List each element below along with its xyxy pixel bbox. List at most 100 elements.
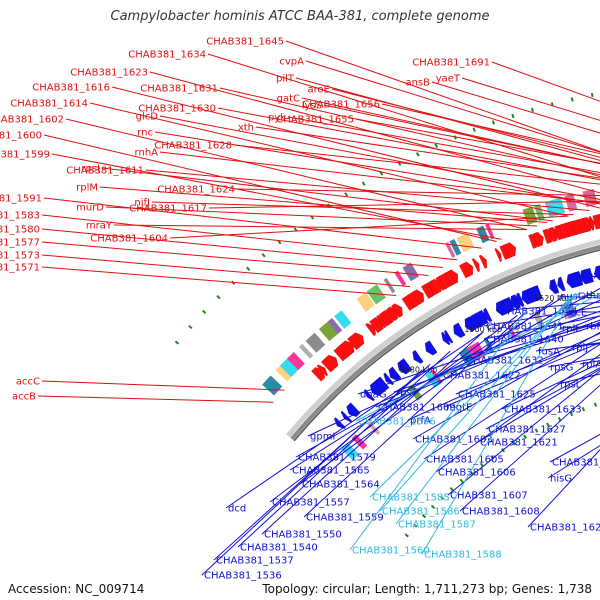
forward-gene-arrow bbox=[448, 269, 458, 284]
forward_labels-text: rplM bbox=[76, 183, 98, 194]
forward_labels-leader-line bbox=[255, 126, 600, 179]
forward_labels-leader-line bbox=[461, 77, 600, 121]
reverse_labels-text: CHAB381_1641 bbox=[486, 322, 564, 333]
forward_labels-leader-line bbox=[219, 87, 600, 176]
forward_labels-text: glcD bbox=[136, 112, 159, 123]
cog-feature-block bbox=[318, 321, 339, 342]
rna_labels-text: CHAB381_1587 bbox=[398, 520, 476, 531]
reverse_labels-group: CHAB381_1654CHAB381_1641CHAB381_1640CHAB… bbox=[201, 271, 600, 582]
forward-gene-arrow bbox=[411, 289, 424, 305]
forward_labels-text: CHAB381_1630 bbox=[138, 104, 216, 115]
cog-feature-block bbox=[402, 262, 420, 282]
cog-feature-block-inner bbox=[351, 434, 368, 450]
reverse_labels-leader-line bbox=[485, 367, 600, 430]
reverse-gene-arrow bbox=[375, 376, 390, 392]
reverse_labels-text: hisG bbox=[550, 474, 572, 485]
forward_labels-text: rnhA bbox=[135, 148, 159, 159]
reverse_labels-text: thrB bbox=[586, 291, 600, 302]
reverse_labels-text: CHAB381_1559 bbox=[306, 513, 384, 524]
forward_labels-leader-line bbox=[154, 131, 600, 205]
forward-gene-arrow bbox=[352, 332, 365, 346]
forward_labels-text: accC bbox=[16, 377, 40, 388]
tick-dot bbox=[511, 113, 515, 119]
backbone-group bbox=[286, 239, 600, 442]
forward_labels-text: CHAB381_1655 bbox=[276, 115, 354, 126]
reverse_labels-text: CHAB381_1633 bbox=[504, 405, 582, 416]
reverse_labels-text: dcd bbox=[228, 504, 246, 515]
forward_labels-leader-line bbox=[43, 197, 482, 249]
forward_labels-text: CHAB381_1624 bbox=[157, 185, 235, 196]
reverse-gene-arrow bbox=[453, 322, 466, 338]
tick-dot bbox=[434, 143, 439, 148]
backbone-inner-edge bbox=[293, 249, 600, 442]
reverse-gene-arrow bbox=[516, 292, 525, 307]
reverse-gene-arrow bbox=[444, 330, 454, 344]
reverse_labels-leader-line bbox=[225, 331, 484, 509]
cog-feature-block bbox=[449, 238, 462, 256]
forward_labels-text: CHAB381_1614 bbox=[10, 99, 88, 110]
forward_labels-text: rnc bbox=[137, 128, 153, 139]
forward_labels-text: CHAB381_1602 bbox=[0, 115, 64, 126]
reverse_labels-text: rplL bbox=[562, 324, 581, 335]
reverse-gene-arrow bbox=[391, 366, 402, 380]
forward_labels-leader-line bbox=[159, 151, 600, 204]
reverse_labels-leader-line bbox=[443, 342, 600, 408]
forward_labels-leader-line bbox=[323, 104, 600, 165]
reverse_labels-leader-line bbox=[463, 322, 600, 361]
forward_labels-text: CHAB381_1617 bbox=[129, 204, 207, 215]
reverse_labels-text: rpsG bbox=[550, 363, 573, 374]
forward_labels-leader-line bbox=[331, 88, 600, 158]
rna_labels-text: CHAB381_1560 bbox=[352, 546, 430, 557]
reverse_labels-leader-line bbox=[303, 311, 527, 518]
tick-dot bbox=[523, 434, 527, 440]
forward_labels-leader-line bbox=[159, 115, 600, 200]
rna_labels-leader-line bbox=[379, 292, 576, 512]
genome-summary-label: Topology: circular; Length: 1,711,273 bp… bbox=[262, 582, 592, 596]
reverse_labels-text: CHAB381_1621 bbox=[480, 438, 558, 449]
reverse_labels-text: CHAB381_1607 bbox=[450, 491, 528, 502]
reverse-cds-track bbox=[334, 265, 600, 429]
tick-dot bbox=[534, 428, 539, 433]
tick-dot bbox=[449, 487, 454, 492]
reverse_labels-leader-line bbox=[269, 314, 518, 503]
forward_labels-text: mraY bbox=[86, 221, 113, 232]
reverse_labels-leader-line bbox=[447, 370, 600, 496]
reverse_labels-text: CHAB381_1537 bbox=[216, 556, 294, 567]
cog-feature-block bbox=[287, 352, 305, 371]
forward_labels-text: cvpA bbox=[279, 57, 304, 68]
cog-feature-block bbox=[485, 223, 495, 240]
forward_labels-text: yaeT bbox=[436, 74, 461, 85]
rna_labels-leader-line bbox=[395, 294, 572, 525]
cog-feature-block bbox=[445, 242, 456, 258]
cog-feature-block bbox=[275, 363, 294, 382]
forward_labels-leader-line bbox=[145, 169, 590, 212]
tick-dot bbox=[277, 240, 282, 245]
tick-dot bbox=[491, 120, 496, 125]
reverse_labels-leader-line bbox=[477, 368, 600, 443]
reverse_labels-text: CHAB381_1625 bbox=[458, 390, 536, 401]
forward_labels-leader-line bbox=[151, 201, 574, 216]
forward-gene-arrow bbox=[588, 216, 595, 231]
forward-gene-arrow bbox=[325, 355, 338, 368]
reverse_labels-leader-line bbox=[407, 332, 600, 421]
cog-feature-block bbox=[327, 317, 343, 334]
cog-feature-block bbox=[299, 343, 314, 359]
tick-dot bbox=[216, 294, 221, 300]
reverse_labels-leader-line bbox=[213, 363, 431, 561]
reverse_labels-text: CHAB381_1632 bbox=[466, 356, 544, 367]
forward-gene-arrow bbox=[494, 248, 502, 262]
reverse_labels-leader-line bbox=[261, 331, 484, 535]
cog-feature-block bbox=[334, 310, 352, 329]
forward-gene-arrow bbox=[478, 254, 487, 269]
forward_labels-text: gatC bbox=[277, 94, 300, 105]
tick-dot bbox=[459, 478, 464, 483]
cog-feature-block bbox=[383, 277, 396, 294]
tick-dot bbox=[246, 266, 251, 271]
reverse_labels-text: CHAB381_1640 bbox=[486, 335, 564, 346]
reverse_labels-text: CHAB381_1608 bbox=[462, 507, 540, 518]
forward_labels-text: CHAB381_1631 bbox=[140, 84, 218, 95]
reverse_labels-leader-line bbox=[393, 319, 600, 393]
